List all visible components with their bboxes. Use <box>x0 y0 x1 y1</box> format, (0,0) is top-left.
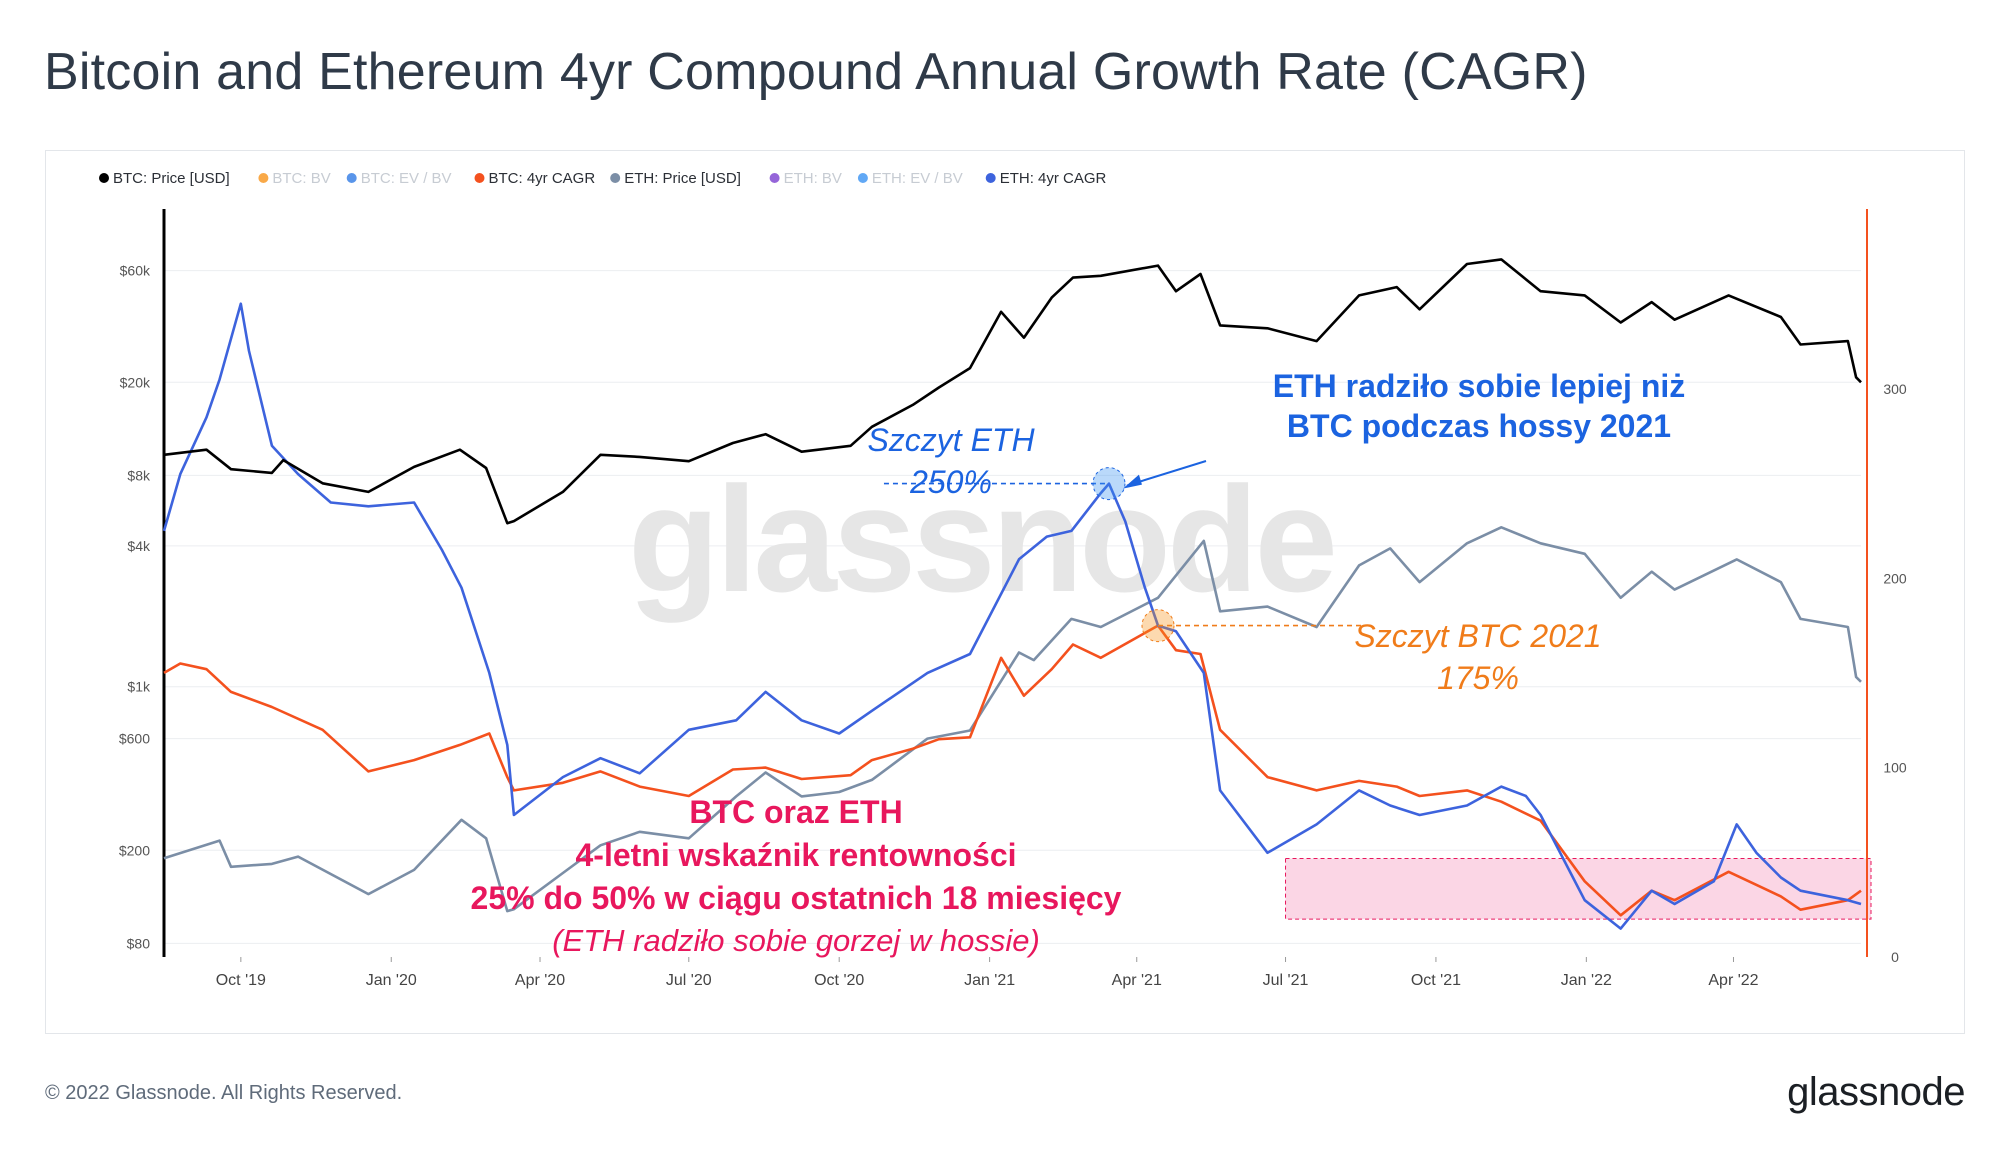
y-left-tick-label: $80 <box>127 935 151 951</box>
cagr-chart: glassnode$80$200$600$1k$4k$8k$20k$60k010… <box>99 170 1907 989</box>
x-tick-label: Jan '20 <box>366 972 417 989</box>
cagr-note-line4: (ETH radziło sobie gorzej w hossie) <box>552 923 1040 958</box>
legend-label[interactable]: BTC: BV <box>272 170 330 187</box>
x-tick-label: Apr '20 <box>515 972 565 989</box>
legend-marker[interactable] <box>258 173 269 183</box>
legend-label[interactable]: ETH: EV / BV <box>872 170 963 187</box>
page-title: Bitcoin and Ethereum 4yr Compound Annual… <box>44 43 1588 101</box>
eth-peak-marker <box>1092 467 1126 501</box>
x-tick-label: Jan '22 <box>1561 972 1612 989</box>
eth-peak-note-line2: 250% <box>909 464 992 500</box>
eth-better-note-line1: ETH radziło sobie lepiej niż <box>1273 368 1686 404</box>
legend-label[interactable]: BTC: 4yr CAGR <box>489 170 596 187</box>
series-line-eth-price-usd <box>163 526 1862 913</box>
y-left-tick-label: $4k <box>127 538 151 554</box>
legend-marker[interactable] <box>985 173 996 183</box>
legend-label[interactable]: ETH: Price [USD] <box>624 170 741 187</box>
x-tick-label: Oct '21 <box>1411 972 1461 989</box>
cagr-note-line1: BTC oraz ETH <box>689 794 902 830</box>
cagr-note-line2: 4-letni wskaźnik rentowności <box>576 837 1017 873</box>
y-left-tick-label: $200 <box>119 842 150 858</box>
legend-label[interactable]: ETH: BV <box>784 170 842 187</box>
chart-panel: glassnode $80 $200 $600 $1k $4k $8k $20k $60k 0 10… <box>45 150 1965 1034</box>
legend-marker[interactable] <box>857 173 868 183</box>
legend-marker[interactable] <box>346 173 357 183</box>
legend-label[interactable]: BTC: Price [USD] <box>113 170 230 187</box>
x-tick-label: Jan '21 <box>964 972 1015 989</box>
cagr-note-line3: 25% do 50% w ciągu ostatnich 18 miesięcy <box>471 880 1122 916</box>
legend-marker[interactable] <box>769 173 780 183</box>
x-tick-label: Oct '19 <box>216 972 266 989</box>
legend-marker[interactable] <box>610 173 621 183</box>
y-left-tick-label: $600 <box>119 731 150 747</box>
x-tick-label: Apr '21 <box>1112 972 1162 989</box>
eth-peak-note-line1: Szczyt ETH <box>867 422 1035 458</box>
y-right-tick-label: 300 <box>1883 381 1907 397</box>
eth-better-note-line2: BTC podczas hossy 2021 <box>1287 408 1671 444</box>
series-line-eth-4yr-cagr <box>162 302 1862 930</box>
x-tick-label: Oct '20 <box>814 972 864 989</box>
series-line-btc-4yr-cagr <box>163 624 1862 917</box>
y-left-tick-label: $20k <box>120 374 151 390</box>
y-left-tick-label: $1k <box>127 679 151 695</box>
legend-marker[interactable] <box>99 173 109 183</box>
y-right-tick-label: 100 <box>1883 760 1907 776</box>
eth-arrow-head <box>1122 474 1142 489</box>
footer-copyright: © 2022 Glassnode. All Rights Reserved. <box>45 1082 403 1104</box>
btc-peak-note-line1: Szczyt BTC 2021 <box>1354 618 1601 654</box>
legend-label[interactable]: ETH: 4yr CAGR <box>1000 170 1107 187</box>
btc-peak-note-line2: 175% <box>1437 660 1519 696</box>
glassnode-logo: glassnode <box>1787 1070 1965 1114</box>
y-right-tick-label: 0 <box>1891 949 1899 965</box>
series-line-btc-price-usd <box>163 258 1862 525</box>
x-tick-label: Jul '20 <box>666 972 712 989</box>
x-tick-label: Jul '21 <box>1263 972 1309 989</box>
y-left-tick-label: $8k <box>127 467 151 483</box>
y-right-tick-label: 200 <box>1883 570 1907 586</box>
y-left-tick-label: $60k <box>120 263 151 279</box>
legend-label[interactable]: BTC: EV / BV <box>361 170 452 187</box>
btc-peak-marker <box>1141 609 1175 643</box>
x-tick-label: Apr '22 <box>1708 972 1758 989</box>
legend-marker[interactable] <box>474 173 485 183</box>
